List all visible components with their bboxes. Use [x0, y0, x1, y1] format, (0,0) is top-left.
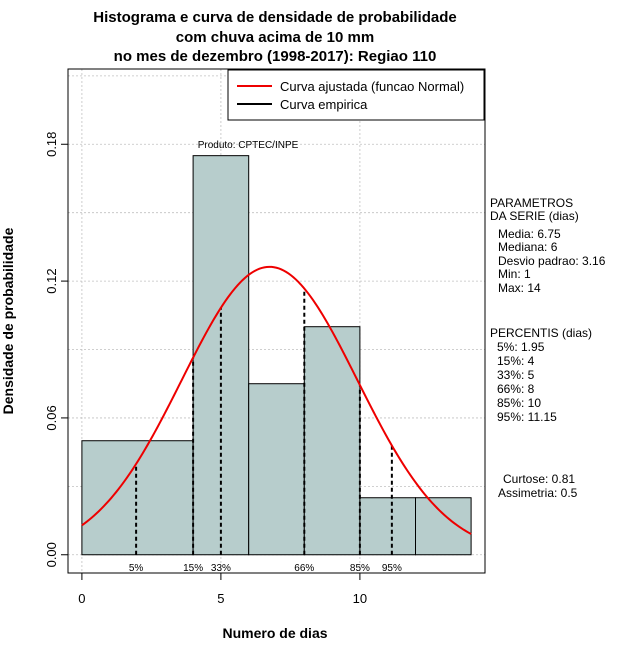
y-tick-label: 0.06 [44, 405, 59, 430]
percentil-5: 5%: 1.95 [497, 340, 545, 354]
legend-empirical-label: Curva empirica [280, 97, 368, 112]
percentile-label: 95% [382, 563, 402, 574]
percentile-label: 85% [350, 563, 370, 574]
param-min: Min: 1 [498, 267, 531, 281]
histogram-bar [303, 326, 361, 556]
stat-assimetria: Assimetria: 0.5 [498, 486, 578, 500]
percentile-label: 15% [183, 563, 203, 574]
percentiles-panel: PERCENTIS (dias) 5%: 1.95 15%: 4 33%: 5 … [490, 326, 592, 424]
plot-frame [67, 68, 486, 574]
param-media: Media: 6.75 [498, 227, 561, 241]
x-tick-label: 5 [217, 591, 224, 606]
percentil-95: 95%: 11.15 [497, 410, 557, 424]
histogram-bar [248, 383, 305, 556]
x-tick-label: 10 [353, 591, 367, 606]
param-mediana: Mediana: 6 [498, 240, 558, 254]
percentile-lines: 5% 15% 33% 66% 85% 95% [129, 288, 402, 574]
percentil-15: 15%: 4 [497, 354, 535, 368]
y-axis-label: Densidade de probabilidade [0, 227, 16, 414]
histogram-bar [415, 497, 472, 556]
chart-title-line-3: no mes de dezembro (1998-2017): Regiao 1… [114, 48, 437, 65]
y-tick-label: 0.12 [44, 268, 59, 293]
params-title-line-1: PARAMETROS [490, 196, 573, 210]
stat-curtose: Curtose: 0.81 [503, 472, 575, 486]
chart-title-line-2: com chuva acima de 10 mm [176, 29, 374, 46]
chart-title-line-1: Histograma e curva de densidade de proba… [93, 9, 456, 26]
percentil-33: 33%: 5 [497, 368, 535, 382]
param-max: Max: 14 [498, 281, 541, 295]
density-curves [81, 265, 472, 535]
series-parameters: PARAMETROS DA SERIE (dias) Media: 6.75 M… [490, 196, 606, 295]
x-tick-label: 0 [78, 591, 85, 606]
histogram-bar [359, 497, 416, 556]
percentile-label: 66% [294, 563, 314, 574]
percentil-85: 85%: 10 [497, 396, 541, 410]
x-axis-label: Numero de dias [222, 625, 327, 641]
percentis-title: PERCENTIS (dias) [490, 326, 592, 340]
params-title-line-2: DA SERIE (dias) [490, 209, 579, 223]
param-desvio: Desvio padrao: 3.16 [498, 254, 606, 268]
y-tick-label: 0.18 [44, 132, 59, 157]
histogram-bars [81, 155, 472, 556]
fitted-normal-curve [81, 265, 472, 535]
legend-box [227, 69, 485, 121]
percentil-66: 66%: 8 [497, 382, 535, 396]
legend-fitted-label: Curva ajustada (funcao Normal) [280, 79, 464, 94]
shape-stats: Curtose: 0.81 Assimetria: 0.5 [498, 472, 578, 500]
percentile-label: 33% [211, 563, 231, 574]
product-annotation: Produto: CPTEC/INPE [198, 140, 299, 151]
percentile-label: 5% [129, 563, 144, 574]
legend: Curva ajustada (funcao Normal) Curva emp… [227, 69, 485, 121]
histogram-bar [81, 440, 194, 556]
y-tick-label: 0.00 [44, 542, 59, 567]
